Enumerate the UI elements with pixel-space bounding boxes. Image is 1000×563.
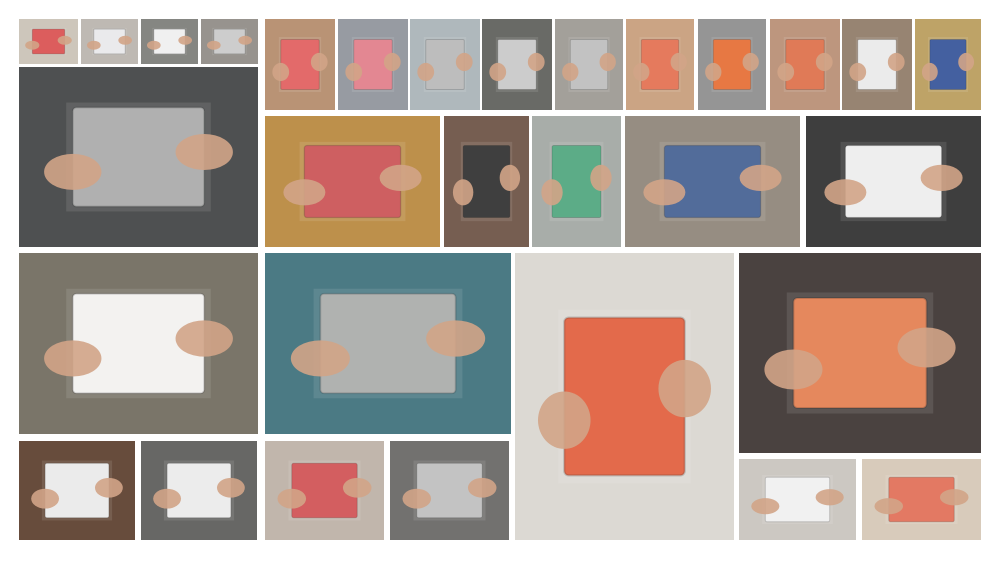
- photo-hands-notebook-9: [555, 19, 623, 110]
- photo-hands-notebook-7: [410, 19, 480, 110]
- photo-hands-notebook-2: [81, 19, 138, 64]
- photo-hands-notebook-1: [19, 19, 78, 64]
- photo-hands-notebook-11: [698, 19, 766, 110]
- photo-hands-notebook-12: [770, 19, 840, 110]
- photo-red-notebook-books: [265, 116, 440, 247]
- photo-orange-notebook-hands: [739, 253, 981, 453]
- photo-white-notebook: [806, 116, 981, 247]
- photo-green-notebook: [532, 116, 621, 247]
- photo-hands-notebook-8: [482, 19, 552, 110]
- photo-hands-notebook-4: [201, 19, 258, 64]
- photo-paper-plants: [19, 253, 258, 434]
- photo-striped-notebook: [444, 116, 529, 247]
- photo-hands-notebook-5: [265, 19, 335, 110]
- photo-large-grey-notebook: [19, 67, 258, 247]
- photo-small-5: [739, 459, 856, 540]
- photo-small-3: [265, 441, 384, 540]
- photo-small-4: [390, 441, 509, 540]
- photo-small-2: [141, 441, 257, 540]
- photo-hands-notebook-3: [141, 19, 198, 64]
- photo-hands-notebook-6: [338, 19, 408, 110]
- photo-small-1: [19, 441, 135, 540]
- photo-small-6: [862, 459, 981, 540]
- photo-hands-notebook-14: [915, 19, 981, 110]
- photo-hands-notebook-13: [842, 19, 912, 110]
- photo-bagged-orange-notebook: [515, 253, 734, 540]
- photo-blue-notebook-street: [625, 116, 800, 247]
- photo-grey-notebook-studio: [265, 253, 511, 434]
- photo-hands-notebook-10: [626, 19, 694, 110]
